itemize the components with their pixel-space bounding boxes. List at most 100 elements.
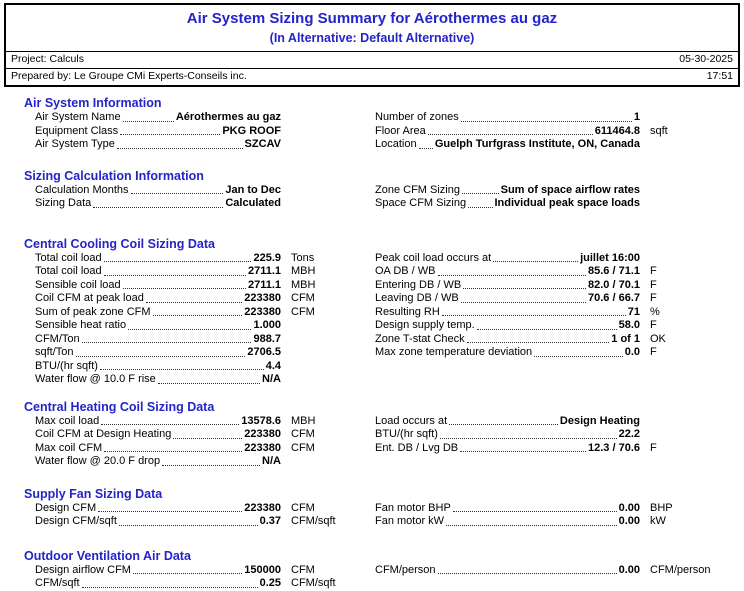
section-columns: Max coil load 13578.6 MBH Coil CFM at Desig… <box>0 415 744 469</box>
data-row: Coil CFM at Design Heating 223380 CFM <box>35 428 341 442</box>
data-row: Ent. DB / Lvg DB 12.3 / 70.6 F <box>375 442 718 456</box>
row-value: 58.0 <box>618 319 640 331</box>
row-value: 70.6 / 66.7 <box>588 292 640 304</box>
data-row: CFM/Ton 988.7 <box>35 333 341 347</box>
row-label: Fan motor BHP <box>375 501 451 514</box>
row-value: 1 of 1 <box>611 332 640 345</box>
data-row: Water flow @ 10.0 F rise N/A <box>35 373 341 387</box>
data-row: Design airflow CFM 150000 CFM <box>35 564 341 578</box>
row-value: 1 <box>633 111 640 123</box>
dot-leader <box>468 194 493 208</box>
project-row: Project: Calculs 05-30-2025 <box>6 51 738 68</box>
row-value: 0.00 <box>618 515 640 527</box>
row-value: juillet 16:00 <box>580 251 640 264</box>
row-value: 0.00 <box>618 563 640 576</box>
data-row: Floor Area 611464.8 sqft <box>375 125 718 139</box>
row-value: 12.3 / 70.6 <box>588 441 640 454</box>
dot-leader <box>152 303 243 316</box>
row-value: 988.7 <box>253 332 281 345</box>
row-value: 0.00 <box>618 501 640 514</box>
data-row: Total coil load 2711.1 MBH <box>35 265 341 279</box>
prepared-by-label: Prepared by: Le Groupe CMi Experts-Conse… <box>11 70 247 82</box>
section-title: Central Heating Coil Sizing Data <box>24 399 215 414</box>
row-value: 82.0 / 70.1 <box>588 278 640 291</box>
row-value: Individual peak space loads <box>494 197 641 209</box>
row-label: Max zone temperature deviation <box>375 346 533 358</box>
dot-leader <box>449 412 558 425</box>
row-label: Sensible coil load <box>35 278 121 291</box>
row-value: 223380 <box>244 428 281 440</box>
right-column: Load occurs at Design Heating BTU/(hr sqft… <box>375 415 718 469</box>
data-row: Design supply temp. 58.0 F <box>375 319 718 333</box>
section-title: Central Cooling Coil Sizing Data <box>24 236 215 251</box>
dot-leader <box>81 574 258 588</box>
row-unit <box>640 138 718 152</box>
data-row: Max coil CFM 223380 CFM <box>35 442 341 456</box>
row-label: Floor Area <box>375 124 426 137</box>
row-value: SZCAV <box>244 138 281 150</box>
dot-leader <box>162 452 261 466</box>
project-label: Project: Calculs <box>11 53 84 65</box>
row-unit: CFM <box>291 428 315 440</box>
row-label: Sum of peak zone CFM <box>35 305 151 318</box>
left-column: Air System Name Aérothermes au gaz Equipme… <box>35 111 341 152</box>
dot-leader <box>145 289 243 303</box>
data-row: Zone CFM Sizing Sum of space airflow rate… <box>375 184 718 198</box>
row-label: Leaving DB / WB <box>375 292 459 304</box>
row-unit <box>640 197 718 211</box>
report-title: Air System Sizing Summary for Aérotherme… <box>186 10 558 27</box>
row-value: 13578.6 <box>241 414 281 427</box>
right-column: Fan motor BHP 0.00 BHP Fan motor kW 0.00 kW <box>375 502 718 529</box>
row-label: Number of zones <box>375 111 459 123</box>
dot-leader <box>130 181 224 194</box>
dot-leader <box>75 343 246 357</box>
row-label: Design CFM/sqft <box>35 515 117 527</box>
row-label: Sizing Data <box>35 197 92 209</box>
dot-leader <box>441 303 626 316</box>
dot-leader <box>427 122 593 135</box>
row-unit: CFM/sqft <box>291 577 336 589</box>
dot-leader <box>461 181 499 194</box>
dot-leader <box>93 194 224 208</box>
row-label: Zone T-stat Check <box>375 332 465 345</box>
row-unit: sqft <box>650 124 668 137</box>
row-value: Sum of space airflow rates <box>500 183 640 196</box>
row-unit <box>281 360 341 374</box>
data-row: Sizing Data Calculated <box>35 197 341 211</box>
section-title: Supply Fan Sizing Data <box>24 486 163 501</box>
row-unit: CFM <box>291 563 315 576</box>
row-unit: CFM <box>291 292 315 304</box>
row-value: N/A <box>262 455 281 467</box>
row-unit: CFM <box>291 501 315 514</box>
row-unit <box>640 111 718 125</box>
dot-leader <box>476 316 617 330</box>
left-column: Design CFM 223380 CFM Design CFM/sqft 0.37 CF… <box>35 502 341 529</box>
data-row: Load occurs at Design Heating <box>375 415 718 429</box>
row-value: N/A <box>262 373 281 385</box>
row-value: 2706.5 <box>247 346 281 358</box>
row-value: 2711.1 <box>247 278 281 291</box>
report-time: 17:51 <box>706 70 733 82</box>
row-unit: F <box>650 346 657 358</box>
right-column: Number of zones 1 Floor Area 611464.8 sqft Lo… <box>375 111 718 152</box>
data-row: Location Guelph Turfgrass Institute, ON, … <box>375 138 718 152</box>
row-unit: BHP <box>650 501 673 514</box>
row-unit: MBH <box>291 265 316 277</box>
row-value: 71 <box>627 305 640 318</box>
dot-leader <box>104 439 243 452</box>
section-columns: Design CFM 223380 CFM Design CFM/sqft 0.37 CF… <box>0 502 744 529</box>
row-unit: F <box>650 265 657 277</box>
dot-leader <box>122 276 246 289</box>
row-label: sqft/Ton <box>35 346 74 358</box>
row-label: Design airflow CFM <box>35 563 131 576</box>
data-row: Coil CFM at peak load 223380 CFM <box>35 292 341 306</box>
data-row: Equipment Class PKG ROOF <box>35 125 341 139</box>
row-label: Sensible heat ratio <box>35 319 127 331</box>
dot-leader <box>452 499 617 512</box>
row-unit: CFM <box>291 305 315 318</box>
row-label: Air System Name <box>35 111 121 123</box>
dot-leader <box>128 316 252 330</box>
row-value: 0.25 <box>259 577 281 589</box>
dot-leader <box>118 512 258 526</box>
row-label: Load occurs at <box>375 414 448 427</box>
